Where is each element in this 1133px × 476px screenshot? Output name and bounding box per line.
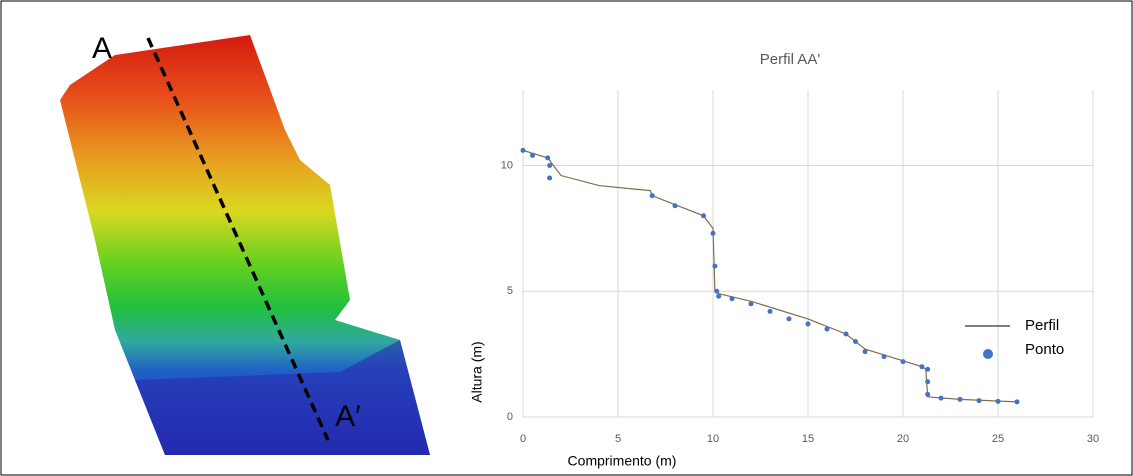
point xyxy=(925,391,931,397)
point xyxy=(925,366,931,372)
x-axis-label: Comprimento (m) xyxy=(568,453,677,469)
point xyxy=(853,339,858,345)
point xyxy=(786,316,792,322)
point xyxy=(767,308,773,314)
point xyxy=(672,203,678,209)
chart-title: Perfil AA' xyxy=(760,51,821,68)
section-line xyxy=(146,37,330,441)
point xyxy=(748,301,754,307)
point xyxy=(701,213,706,219)
point xyxy=(520,147,526,153)
x-tick-label: 5 xyxy=(615,433,621,445)
point xyxy=(714,288,720,294)
point xyxy=(1014,399,1020,405)
x-tick-label: 30 xyxy=(1087,433,1099,445)
point xyxy=(547,162,553,168)
y-axis-label: Altura (m) xyxy=(469,341,485,402)
x-tick-label: 25 xyxy=(992,433,1004,445)
y-tick-label: 0 xyxy=(507,411,513,423)
point xyxy=(712,263,718,269)
point xyxy=(530,152,535,158)
point xyxy=(545,155,551,161)
point xyxy=(805,321,811,327)
terrain-base xyxy=(135,340,430,455)
x-tick-label: 10 xyxy=(707,433,719,445)
point xyxy=(925,379,931,385)
point xyxy=(900,359,906,365)
x-tick-label: 20 xyxy=(897,433,909,445)
point xyxy=(881,354,887,360)
point xyxy=(976,398,982,404)
y-tick-label: 5 xyxy=(507,285,513,297)
point xyxy=(547,175,553,181)
x-tick-label: 15 xyxy=(802,433,814,445)
point xyxy=(729,296,735,302)
x-tick-label: 0 xyxy=(520,433,526,445)
point xyxy=(938,395,944,401)
section-end-label: A′ xyxy=(335,400,361,433)
section-start-label: A xyxy=(92,32,112,65)
point xyxy=(649,193,655,199)
point xyxy=(995,398,1001,404)
point xyxy=(824,326,830,332)
point xyxy=(716,293,722,299)
point xyxy=(957,396,963,402)
point xyxy=(862,349,868,355)
terrain xyxy=(60,35,430,455)
point xyxy=(710,230,716,236)
legend-label: Ponto xyxy=(1025,341,1064,358)
point xyxy=(843,331,849,337)
point xyxy=(919,364,925,370)
legend-marker xyxy=(983,349,993,359)
chart: Perfil AA' Comprimento (m) Altura (m) 0 5… xyxy=(469,51,1099,469)
y-tick-label: 10 xyxy=(501,159,513,171)
legend-label: Perfil xyxy=(1025,317,1059,334)
